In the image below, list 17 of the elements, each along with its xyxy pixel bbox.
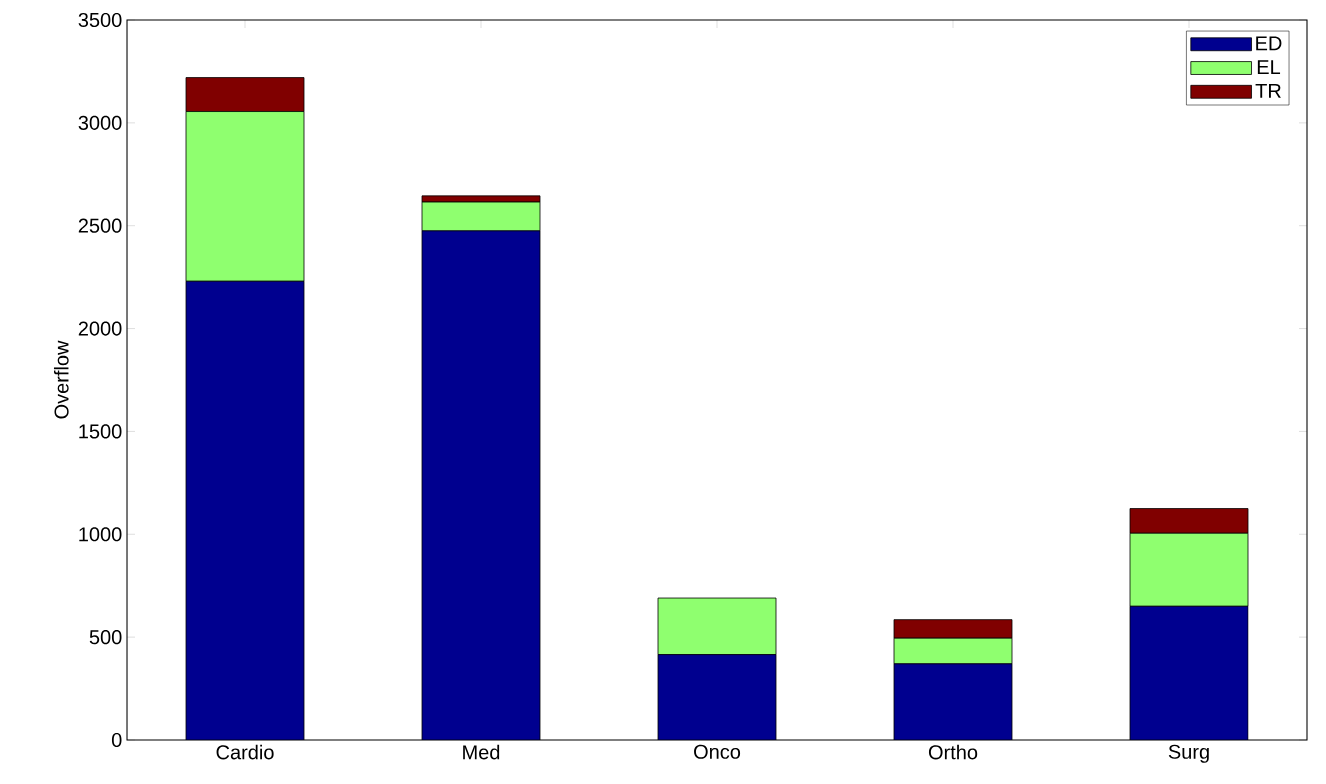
legend-label: TR [1255,83,1281,98]
y-tick-label: 1500 [79,424,122,439]
y-tick-label: 1000 [79,527,122,542]
x-tick-label: Surg [1168,744,1209,763]
x-tick-label: Med [463,744,500,760]
x-tick-label: Onco [694,744,741,759]
y-axis-title: Overflow [53,340,69,419]
legend-label: EL [1257,60,1281,74]
y-tick-label: 0 [111,732,122,748]
y-tick-label: 2500 [78,218,122,233]
y-tick-label: 3500 [78,12,122,28]
y-tick-label: 3000 [78,115,122,130]
y-tick-label: 500 [89,630,122,645]
y-tick-label: 2000 [78,321,122,336]
legend-label: ED [1256,36,1282,51]
x-tick-label: Cardio [216,744,274,760]
x-tick-label: Ortho [928,744,978,760]
